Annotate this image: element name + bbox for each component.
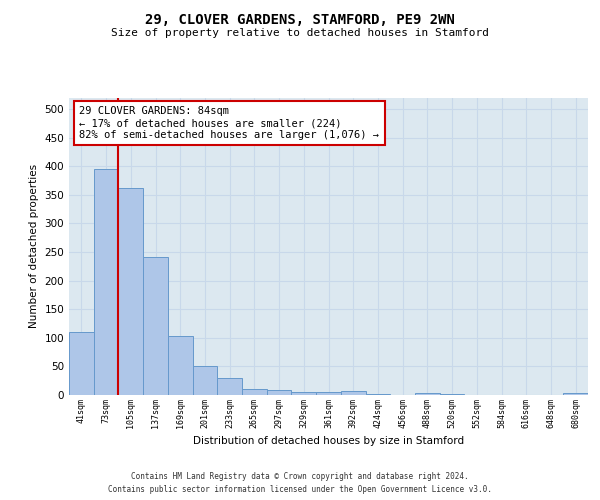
Bar [193,366,217,395]
Text: Contains HM Land Registry data © Crown copyright and database right 2024.
Contai: Contains HM Land Registry data © Crown c… [108,472,492,494]
Bar [217,378,242,395]
Bar [563,392,588,395]
Bar [94,169,118,395]
Bar [168,336,193,395]
Bar [316,392,341,395]
Text: 29 CLOVER GARDENS: 84sqm
← 17% of detached houses are smaller (224)
82% of semi-: 29 CLOVER GARDENS: 84sqm ← 17% of detach… [79,106,379,140]
Bar [365,394,390,395]
Bar [69,332,94,395]
Bar [292,392,316,395]
Bar [242,390,267,395]
Bar [440,394,464,395]
Bar [143,256,168,395]
Y-axis label: Number of detached properties: Number of detached properties [29,164,39,328]
X-axis label: Distribution of detached houses by size in Stamford: Distribution of detached houses by size … [193,436,464,446]
Bar [415,392,440,395]
Text: 29, CLOVER GARDENS, STAMFORD, PE9 2WN: 29, CLOVER GARDENS, STAMFORD, PE9 2WN [145,12,455,26]
Text: Size of property relative to detached houses in Stamford: Size of property relative to detached ho… [111,28,489,38]
Bar [118,188,143,395]
Bar [267,390,292,395]
Bar [341,391,365,395]
